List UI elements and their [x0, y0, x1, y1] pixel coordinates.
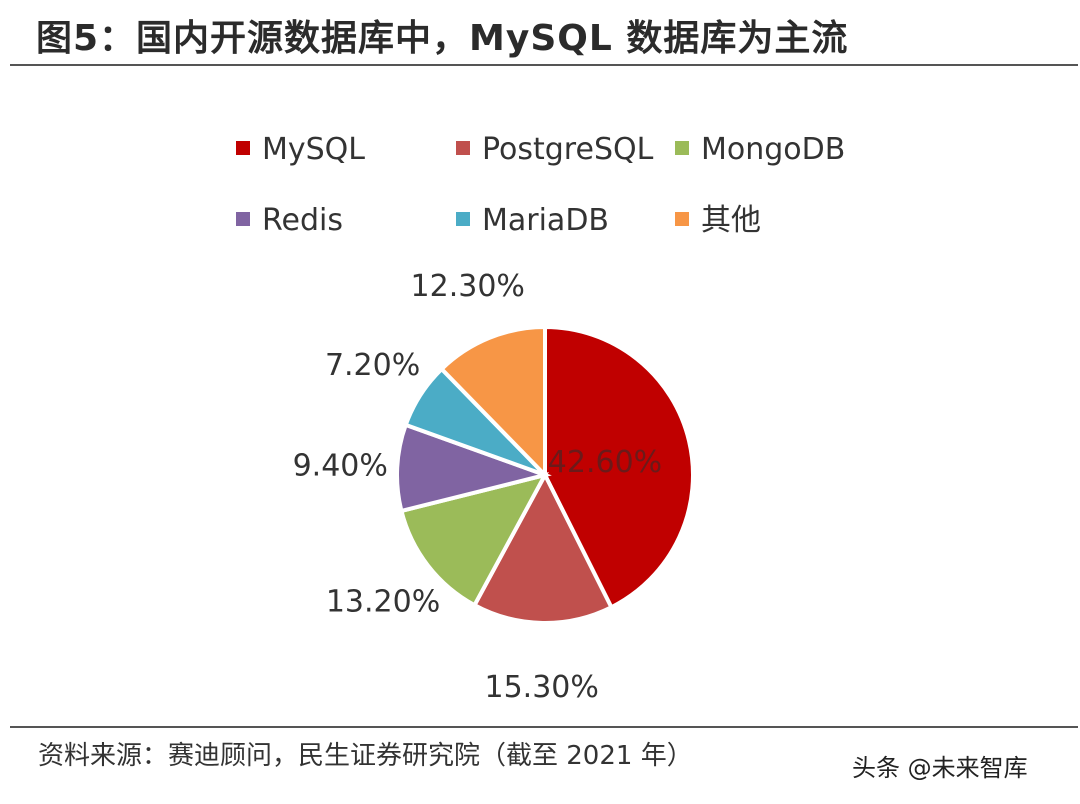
legend-swatch-mysql — [236, 141, 250, 155]
legend-swatch-redis — [236, 212, 250, 226]
data-label-postgresql: 15.30% — [484, 670, 598, 705]
data-label-mariadb: 7.20% — [325, 348, 420, 383]
pie-slice-postgresql — [471, 470, 615, 625]
legend-label-mariadb: MariaDB — [482, 203, 609, 238]
source-note: 资料来源：赛迪顾问，民生证券研究院（截至 2021 年） — [38, 741, 693, 771]
pie-slice-mongodb — [398, 471, 549, 608]
legend-label-other: 其他 — [701, 203, 761, 238]
footer-divider — [10, 726, 1078, 728]
legend-swatch-postgresql — [456, 141, 470, 155]
legend-swatch-mariadb — [456, 212, 470, 226]
pie-chart: MySQL PostgreSQL MongoDB Redis MariaDB 其他 42.6… — [236, 132, 845, 705]
legend-swatch-mongodb — [675, 141, 689, 155]
legend-label-redis: Redis — [262, 203, 343, 238]
watermark: 头条 @未来智库 — [852, 754, 1028, 782]
data-label-redis: 9.40% — [293, 449, 388, 484]
data-label-mongodb: 13.20% — [326, 585, 440, 620]
legend-label-postgresql: PostgreSQL — [482, 132, 654, 167]
title-divider — [10, 64, 1078, 66]
legend-label-mongodb: MongoDB — [701, 132, 845, 167]
pie-slice-other — [438, 324, 547, 480]
data-label-mysql: 42.60% — [548, 445, 662, 480]
pie-slice-mysql — [543, 324, 695, 610]
legend-label-mysql: MySQL — [262, 132, 365, 167]
chart-title: 图5：国内开源数据库中，MySQL 数据库为主流 — [36, 18, 849, 59]
data-label-other: 12.30% — [411, 269, 525, 304]
legend-swatch-other — [675, 212, 689, 226]
